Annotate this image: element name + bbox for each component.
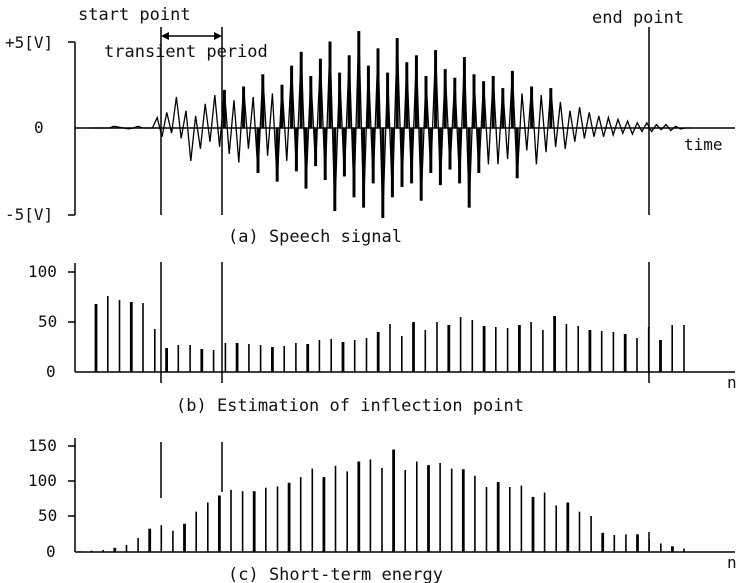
panel-c-ytick-0: 0 (46, 542, 56, 561)
panel-c-ytick-150: 150 (28, 436, 57, 455)
panel-b-ytick-0: 0 (46, 362, 56, 381)
panel-b-bars (94, 296, 685, 372)
panel-c-ytick-50: 50 (38, 506, 57, 525)
panel-c-ytick-100: 100 (28, 471, 57, 490)
panel-b-ytick-100: 100 (28, 262, 57, 281)
panel-a-ytick-bottom: -5[V] (5, 205, 53, 224)
panel-a-caption: (a) Speech signal (228, 227, 402, 247)
panel-a-ytick-top: +5[V] (5, 33, 53, 52)
panel-b-caption: (b) Estimation of inflection point (176, 396, 524, 416)
speech-signal-strokes (222, 31, 553, 218)
transient-period-annotation: transient period (104, 42, 268, 62)
panel-c-caption: (c) Short-term energy (228, 565, 443, 583)
panel-b-xlabel: n (727, 373, 737, 392)
speech-signal-series (90, 31, 690, 219)
panel-b-ytick-50: 50 (38, 312, 57, 331)
start-point-annotation: start point (78, 5, 191, 25)
panel-c-bars (78, 449, 685, 552)
transient-period-arrowheads (161, 32, 222, 40)
panel-c-xlabel: n (727, 553, 737, 572)
end-point-annotation: end point (592, 8, 684, 28)
panel-a-ytick-zero: 0 (34, 118, 44, 137)
panel-c-axes (68, 438, 735, 553)
panel-a-xlabel: time (684, 135, 723, 154)
